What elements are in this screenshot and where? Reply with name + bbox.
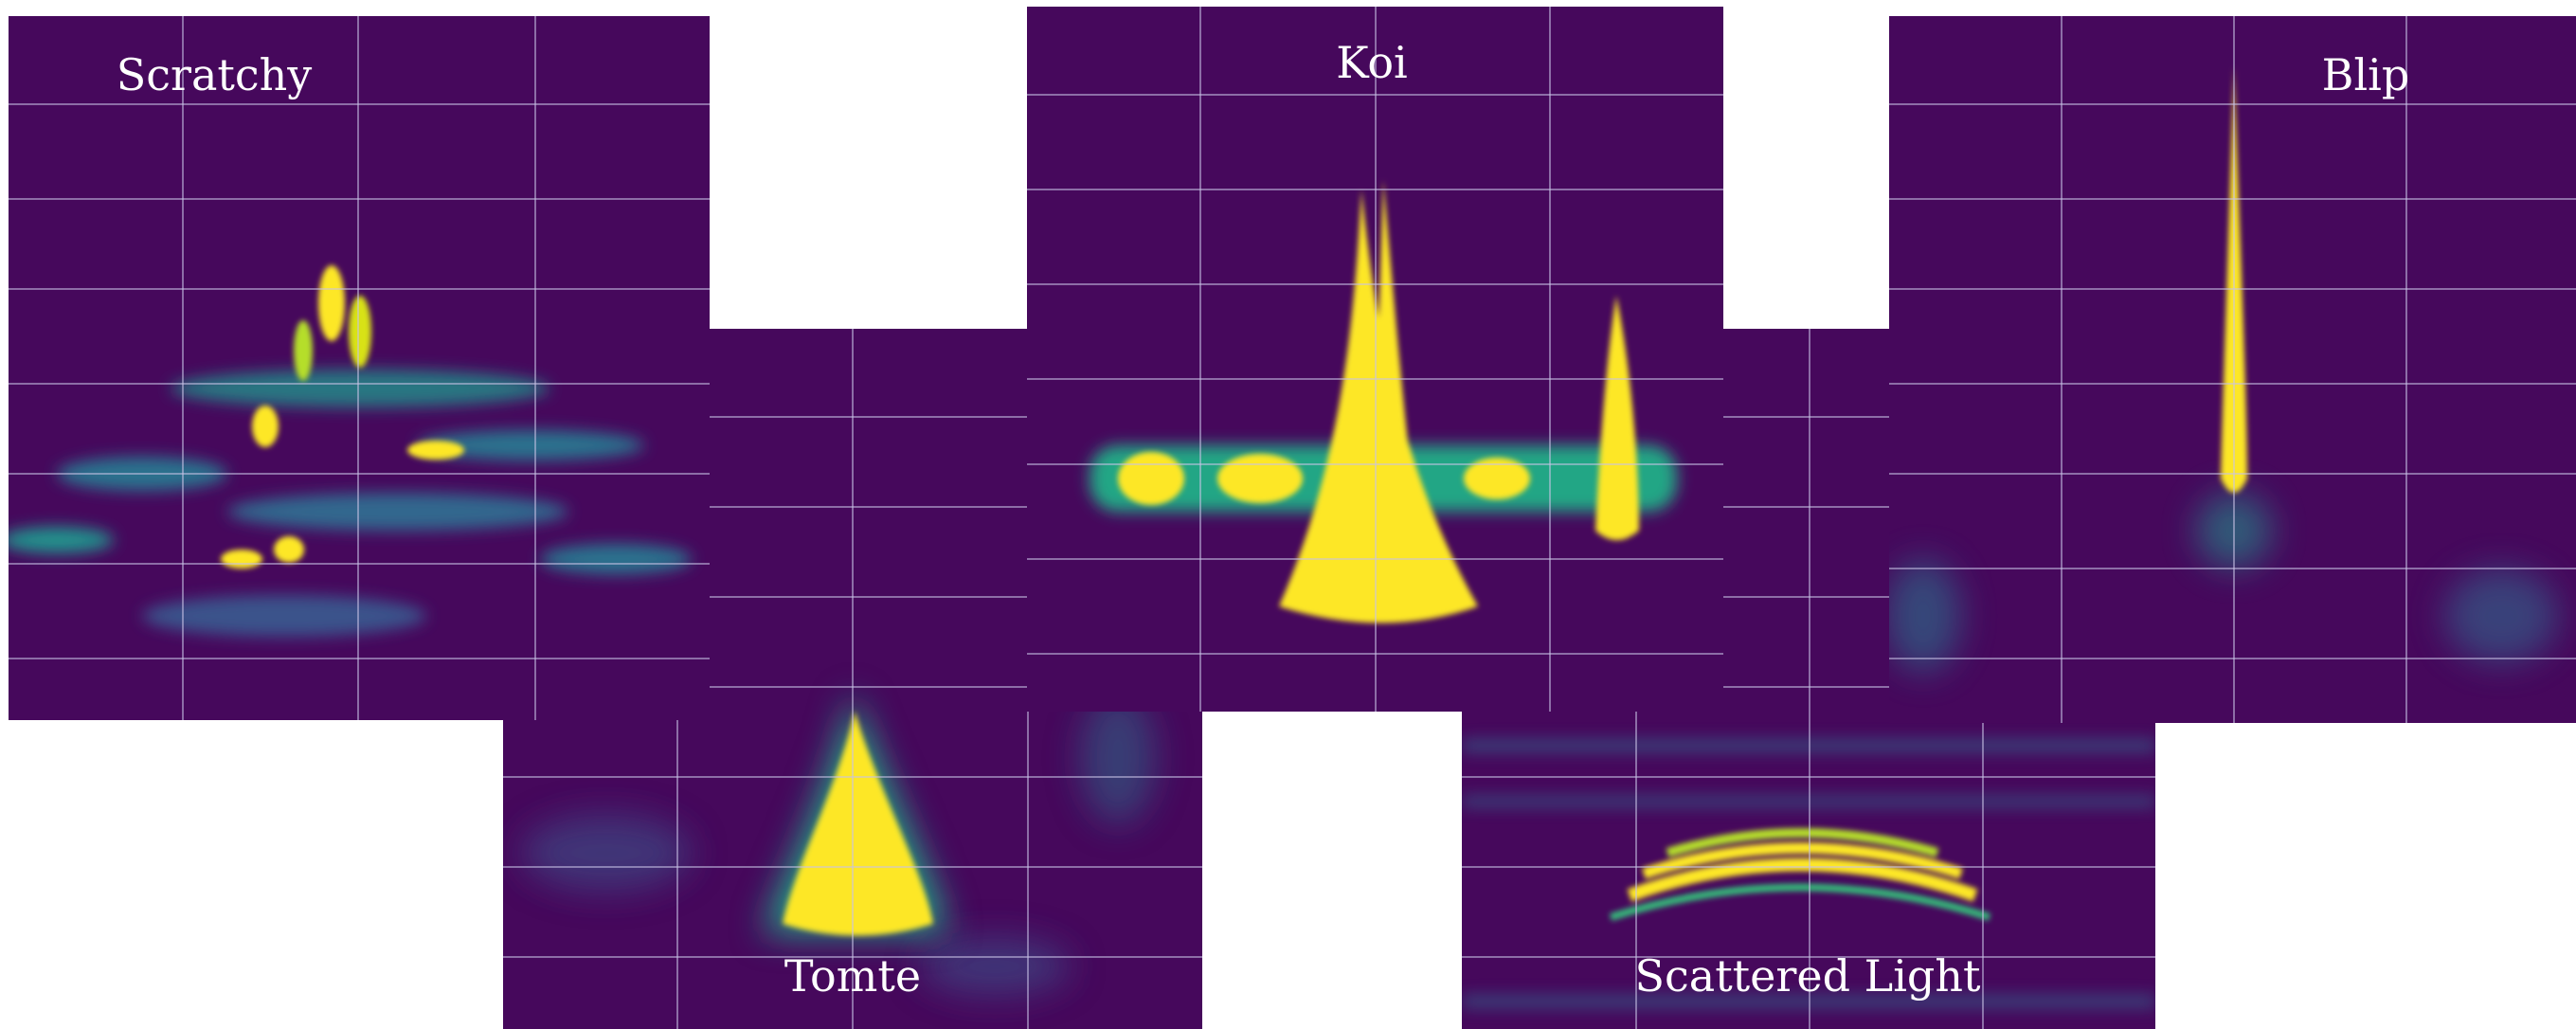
- panel-label: Tomte: [784, 950, 921, 1002]
- blip-panel: Blip: [1889, 16, 2576, 723]
- teal-blobs: [9, 370, 692, 637]
- tomte-shape: [783, 711, 933, 936]
- koi-panel: Koi: [1027, 7, 1723, 712]
- panel-label: Scratchy: [117, 49, 313, 100]
- grid: [1027, 7, 1723, 712]
- panel-label: Scattered Light: [1635, 950, 1982, 1002]
- panel-label: Blip: [2322, 49, 2410, 100]
- grid: [9, 16, 710, 720]
- background-texture: [521, 692, 1156, 995]
- koi-shape: [1118, 180, 1639, 623]
- arches: [1609, 828, 1991, 921]
- scratchy-panel: Scratchy: [9, 16, 710, 720]
- panel-label: Koi: [1336, 37, 1408, 88]
- background-texture: [1889, 493, 2558, 673]
- grid: [1889, 16, 2576, 723]
